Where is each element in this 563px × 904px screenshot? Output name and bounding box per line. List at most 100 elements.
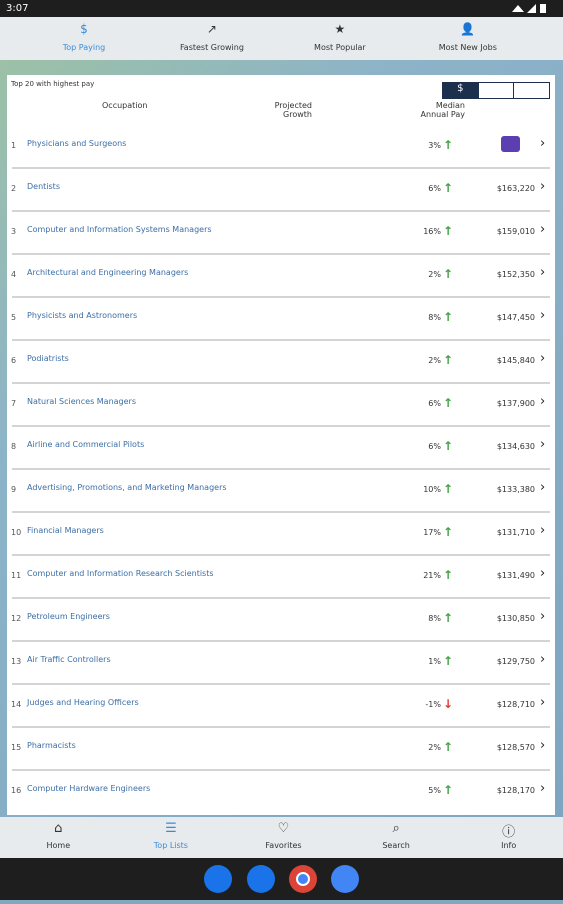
rank: 15 (11, 743, 22, 752)
occupation-name: Computer and Information Research Scient… (27, 569, 214, 578)
bottom-nav: ⌂ Home ☰ Top Lists ♡ Favorites ⌕ Search ⓘ Info (0, 817, 563, 858)
chevron[interactable]: › (540, 652, 546, 667)
rank: 16 (11, 786, 22, 795)
nav-icon[interactable]: ☰ (165, 821, 177, 836)
list-row[interactable]: 5 Physicists and Astronomers 8% ↑ $147,450 › (7, 297, 555, 337)
growth: 2% (428, 743, 441, 752)
nav-icon[interactable]: ♡ (277, 821, 290, 836)
list-row[interactable]: 14 Judges and Hearing Officers -1% ↓ $128,71… (7, 684, 555, 724)
chevron[interactable]: › (540, 179, 546, 194)
header-growth: Projected Growth (274, 101, 312, 119)
occupation-name: Dentists (27, 182, 60, 191)
rank: 12 (11, 614, 22, 623)
occupation-name: Podiatrists (27, 354, 69, 363)
status-icons (512, 4, 546, 13)
chevron[interactable]: › (540, 480, 546, 495)
list-row[interactable]: 12 Petroleum Engineers 8% ↑ $130,850 › (7, 598, 555, 638)
people-filter[interactable] (477, 83, 514, 98)
list-row[interactable]: 3 Computer and Information Systems Manage… (7, 211, 555, 251)
dock-icons (204, 865, 359, 893)
occupation-name: Airline and Commercial Pilots (27, 440, 145, 449)
tab-label[interactable]: Most Popular (314, 43, 366, 52)
pay: $131,490 (496, 571, 535, 580)
list-row[interactable]: 11 Computer and Information Research Scie… (7, 555, 555, 595)
tab-icon[interactable]: 👤 (460, 22, 476, 36)
occupation-name: Physicians and Surgeons (27, 139, 127, 148)
education-filter[interactable] (513, 83, 549, 98)
divider (12, 210, 550, 212)
chevron[interactable]: › (540, 781, 546, 796)
nav-label[interactable]: Top Lists (153, 841, 188, 850)
growth: -1% (425, 700, 441, 709)
list-row[interactable]: 2 Dentists 6% ↑ $163,220 › (7, 168, 555, 208)
occupation-name: Advertising, Promotions, and Marketing M… (27, 483, 227, 492)
list-row[interactable]: 1 Physicians and Surgeons 3% ↑ › (7, 125, 555, 165)
chevron[interactable]: › (540, 738, 546, 753)
pay: $128,170 (496, 786, 535, 795)
occupation-name: Financial Managers (27, 526, 104, 535)
trend-arrow: ↑ (443, 224, 454, 238)
nav-label[interactable]: Info (501, 841, 517, 850)
pay: $131,710 (496, 528, 535, 537)
status-bar: 3:07 (0, 0, 563, 17)
pay: $145,840 (496, 356, 535, 365)
trend-arrow: ↑ (443, 611, 454, 625)
chevron[interactable]: › (540, 523, 546, 538)
rank: 11 (11, 571, 22, 580)
chevron[interactable]: › (540, 566, 546, 581)
pay-filter[interactable]: $ (443, 83, 478, 98)
tab-label[interactable]: Fastest Growing (179, 43, 244, 52)
occupation-name: Judges and Hearing Officers (27, 698, 139, 707)
tab-label[interactable]: Top Paying (62, 43, 106, 52)
chevron[interactable]: › (540, 265, 546, 280)
rank: 7 (11, 399, 17, 408)
chevron[interactable]: › (540, 308, 546, 323)
nav-icon[interactable]: ⌕ (392, 821, 400, 836)
tab-icon[interactable]: ↗ (206, 22, 217, 36)
list-row[interactable]: 16 Computer Hardware Engineers 5% ↑ $128,170… (7, 770, 555, 810)
list-row[interactable]: 8 Airline and Commercial Pilots 6% ↑ $134,63… (7, 426, 555, 466)
chevron[interactable]: › (540, 394, 546, 409)
divider (12, 554, 550, 556)
trend-arrow: ↑ (443, 396, 454, 410)
pay: $133,380 (496, 485, 535, 494)
list-row[interactable]: 15 Pharmacists 2% ↑ $128,570 › (7, 727, 555, 767)
filter-buttons[interactable]: $ (442, 82, 550, 99)
tab-icon[interactable]: ★ (334, 22, 346, 36)
list-row[interactable]: 9 Advertising, Promotions, and Marketing … (7, 469, 555, 509)
tab-icon[interactable]: $ (80, 22, 88, 36)
trend-arrow: ↑ (443, 482, 454, 496)
list-row[interactable]: 6 Podiatrists 2% ↑ $145,840 › (7, 340, 555, 380)
rank: 10 (11, 528, 22, 537)
chevron[interactable]: › (540, 136, 546, 151)
list-row[interactable]: 7 Natural Sciences Managers 6% ↑ $137,900 › (7, 383, 555, 423)
list-row[interactable]: 10 Financial Managers 17% ↑ $131,710 › (7, 512, 555, 552)
chevron[interactable]: › (540, 437, 546, 452)
app-dock (0, 858, 563, 900)
pay: $130,850 (496, 614, 535, 623)
tab-label[interactable]: Most New Jobs (438, 43, 497, 52)
chevron[interactable]: › (540, 222, 546, 237)
trend-arrow: ↑ (443, 181, 454, 195)
list-row[interactable]: 4 Architectural and Engineering Managers 2… (7, 254, 555, 294)
rank: 3 (11, 227, 17, 236)
nav-icon[interactable]: ⓘ (502, 825, 516, 840)
nav-label[interactable]: Favorites (265, 841, 302, 850)
nav-icon[interactable]: ⌂ (54, 821, 63, 836)
occupation-name: Pharmacists (27, 741, 76, 750)
nav-label[interactable]: Search (382, 841, 410, 850)
rank: 13 (11, 657, 22, 666)
chevron[interactable]: › (540, 351, 546, 366)
pay: $134,630 (496, 442, 535, 451)
divider (12, 382, 550, 384)
list-row[interactable]: 13 Air Traffic Controllers 1% ↑ $129,750 › (7, 641, 555, 681)
trend-arrow: ↑ (443, 568, 454, 582)
nav-label[interactable]: Home (46, 841, 71, 850)
rank: 4 (11, 270, 17, 279)
chat-button[interactable] (501, 136, 520, 152)
trend-arrow: ↑ (443, 439, 454, 453)
chevron[interactable]: › (540, 695, 546, 710)
chevron[interactable]: › (540, 609, 546, 624)
